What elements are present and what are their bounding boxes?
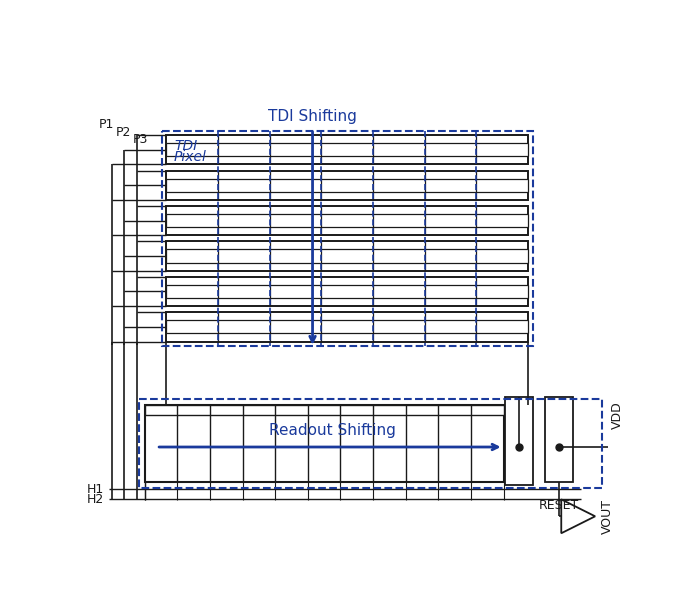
Bar xyxy=(167,242,528,271)
Text: VDD: VDD xyxy=(611,401,624,428)
Bar xyxy=(545,397,573,482)
Bar xyxy=(167,178,528,192)
Text: P3: P3 xyxy=(133,133,148,146)
Bar xyxy=(145,405,503,416)
Bar xyxy=(145,405,503,482)
Bar xyxy=(167,321,528,333)
Text: P2: P2 xyxy=(116,126,132,139)
Text: H1: H1 xyxy=(87,483,104,496)
Bar xyxy=(167,277,528,306)
Text: TDI Shifting: TDI Shifting xyxy=(268,109,357,124)
Text: P1: P1 xyxy=(99,118,114,131)
Bar xyxy=(167,206,528,235)
Text: TDI: TDI xyxy=(174,139,197,153)
Bar xyxy=(167,285,528,298)
Bar xyxy=(505,397,533,485)
Bar xyxy=(139,398,602,488)
Bar xyxy=(167,214,528,227)
Text: Pixel: Pixel xyxy=(174,150,206,164)
Bar xyxy=(167,170,528,200)
Bar xyxy=(167,143,528,156)
Text: RESET: RESET xyxy=(539,498,579,512)
Bar xyxy=(167,135,528,164)
Bar xyxy=(162,131,533,346)
Bar xyxy=(167,249,528,262)
Bar xyxy=(167,312,528,341)
Text: VOUT: VOUT xyxy=(601,499,615,534)
Text: Readout Shifting: Readout Shifting xyxy=(269,423,396,438)
Text: H2: H2 xyxy=(87,493,104,506)
